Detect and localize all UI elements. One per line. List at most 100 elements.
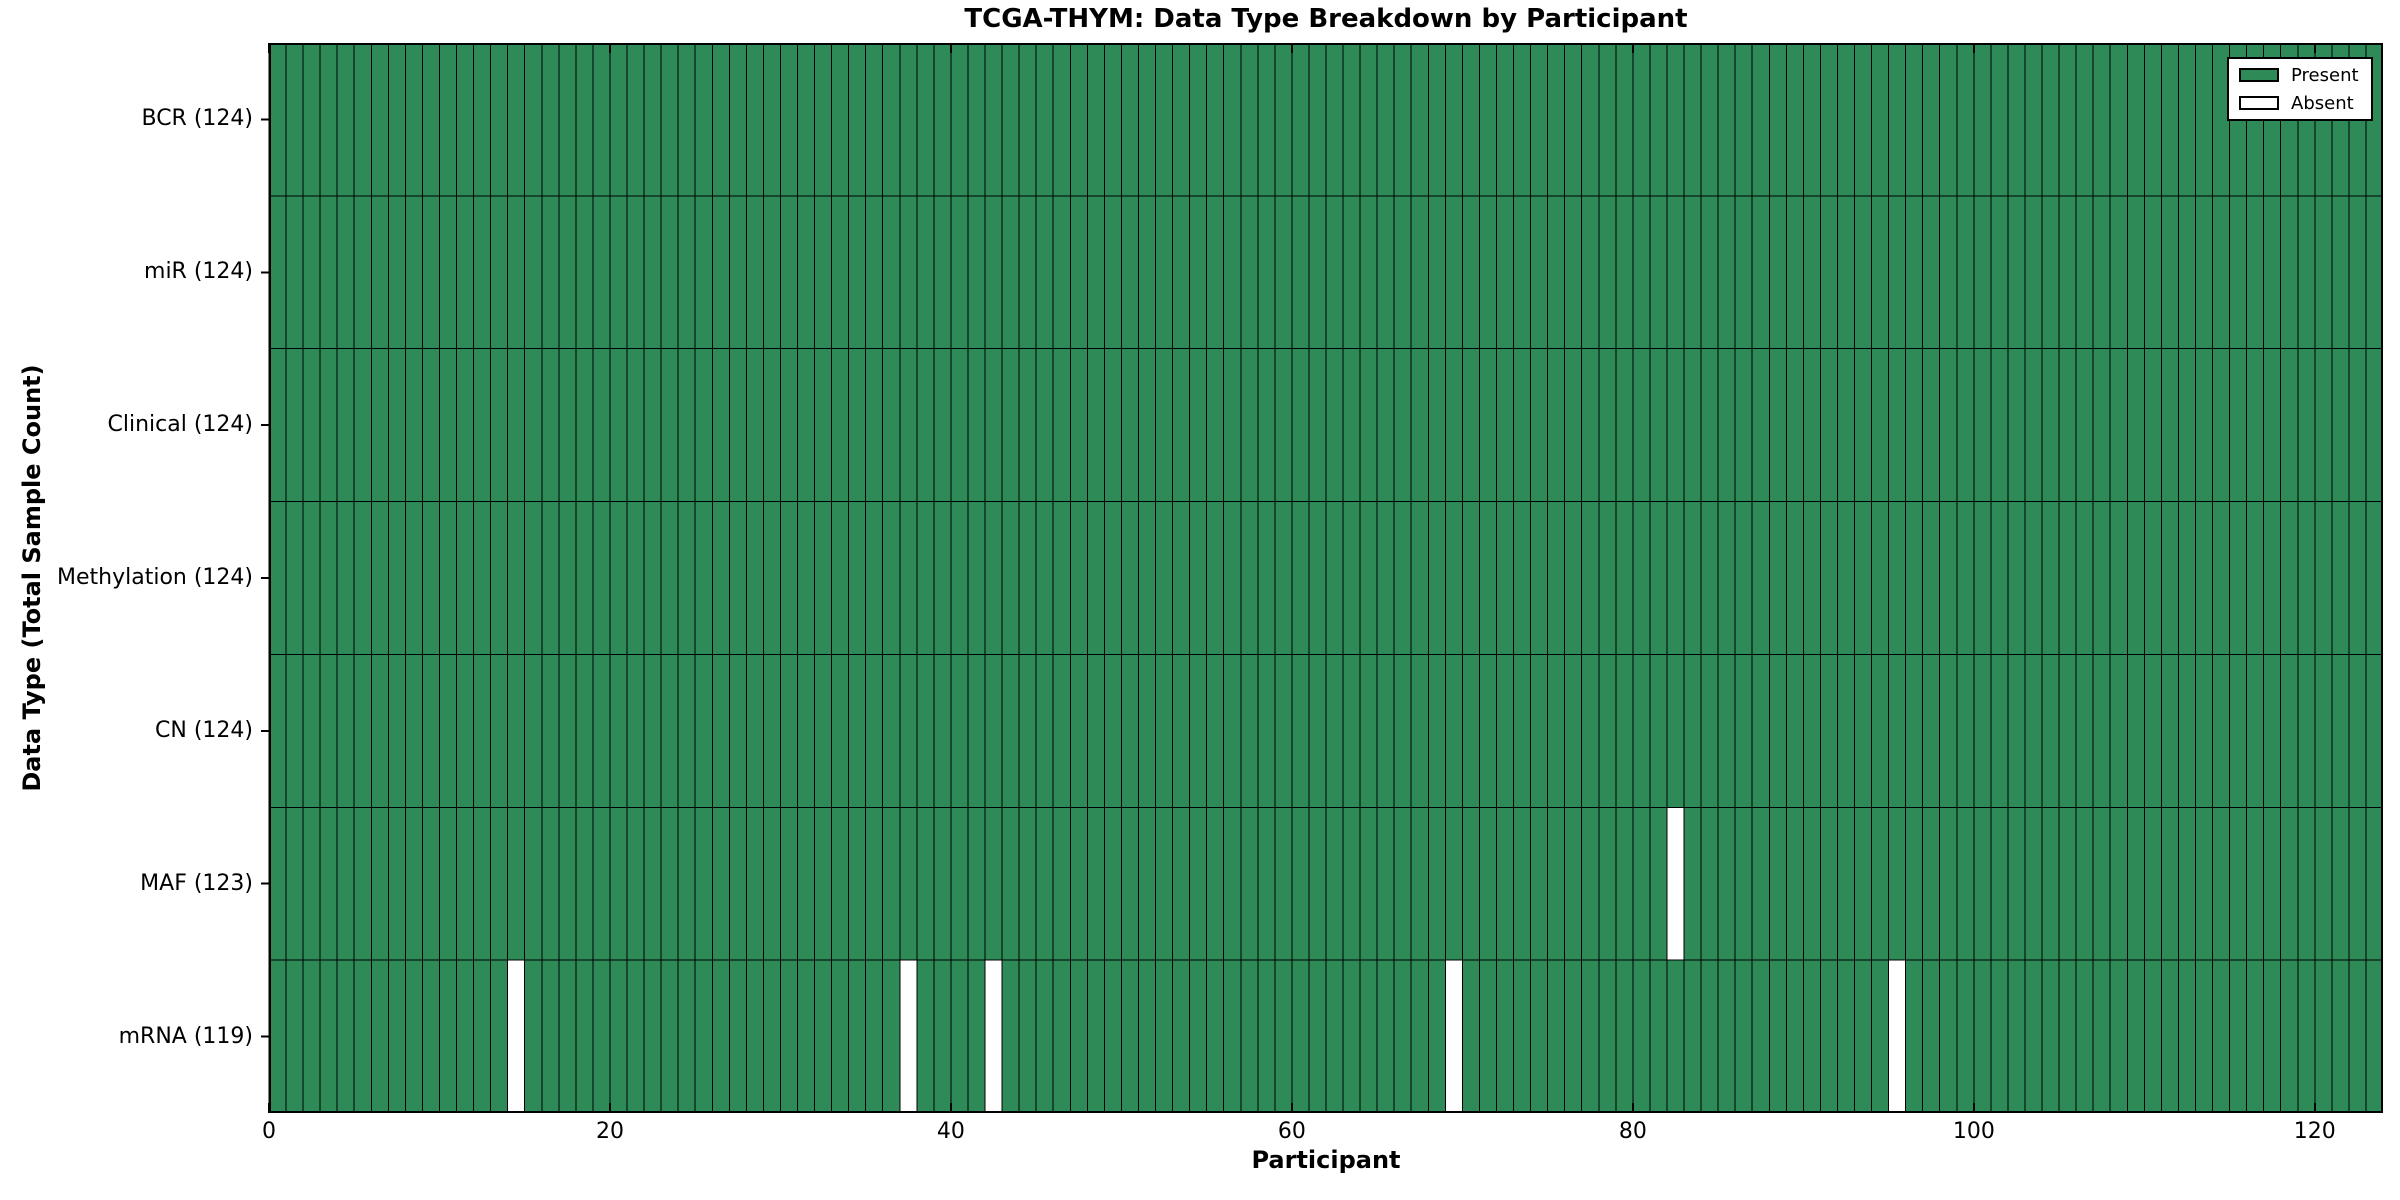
heatmap-cell <box>2007 43 2026 197</box>
heatmap-cell <box>660 501 679 655</box>
heatmap-cell <box>814 348 833 503</box>
heatmap-cell <box>404 806 423 961</box>
heatmap-cell <box>2246 959 2265 1113</box>
heatmap-cell <box>2331 653 2350 808</box>
heatmap-cell <box>1854 43 1873 197</box>
heatmap-cell <box>1905 348 1924 503</box>
heatmap-cell <box>404 653 423 808</box>
heatmap-cell <box>1325 43 1344 197</box>
heatmap-cell <box>268 959 287 1113</box>
heatmap-cell <box>1836 806 1855 961</box>
heatmap-cell <box>336 501 355 655</box>
heatmap-cell <box>2212 653 2231 808</box>
heatmap-cell <box>1700 959 1719 1113</box>
heatmap-cell <box>302 653 321 808</box>
heatmap-cell <box>1461 653 1480 808</box>
heatmap-cell <box>1342 195 1361 350</box>
heatmap-cell <box>490 43 509 197</box>
heatmap-cell <box>1734 501 1753 655</box>
heatmap-cell <box>1666 959 1685 1113</box>
heatmap-cell <box>643 195 662 350</box>
heatmap-cell <box>779 348 799 503</box>
heatmap-cell <box>2212 195 2231 350</box>
heatmap-cell <box>1564 653 1583 808</box>
heatmap-cell <box>1598 43 1617 197</box>
heatmap-cell <box>1666 501 1685 655</box>
heatmap-cell <box>1103 348 1122 503</box>
heatmap-cell <box>2024 195 2043 350</box>
heatmap-cell <box>694 43 713 197</box>
heatmap-cell <box>592 195 611 350</box>
heatmap-cell <box>1547 348 1566 503</box>
heatmap-cell <box>1751 653 1770 808</box>
heatmap-cell <box>2246 806 2265 961</box>
heatmap-cell <box>524 348 543 503</box>
heatmap-cell <box>370 501 389 655</box>
heatmap-cell <box>694 501 713 655</box>
heatmap-cell <box>1342 653 1361 808</box>
heatmap-cell <box>1649 653 1668 808</box>
heatmap-cell <box>745 653 764 808</box>
heatmap-cell <box>285 501 304 655</box>
heatmap-cell <box>1802 501 1821 655</box>
heatmap-cell <box>1393 348 1412 503</box>
heatmap-cell <box>1922 501 1941 655</box>
heatmap-cell <box>2297 348 2316 503</box>
heatmap-cell <box>507 653 526 808</box>
heatmap-cell <box>2331 348 2350 503</box>
heatmap-cell <box>1598 806 1617 961</box>
heatmap-cell <box>1530 43 1549 197</box>
heatmap-cell <box>2143 348 2162 503</box>
heatmap-cell <box>1768 653 1787 808</box>
heatmap-cell <box>1086 653 1105 808</box>
heatmap-cell <box>933 195 952 350</box>
heatmap-cell <box>2126 959 2145 1113</box>
heatmap-cell <box>387 806 406 961</box>
heatmap-cell <box>1717 348 1736 503</box>
heatmap-cell <box>1155 195 1174 350</box>
heatmap-cell <box>353 501 372 655</box>
heatmap-cell <box>387 653 406 808</box>
heatmap-cell <box>1768 195 1787 350</box>
heatmap-cell <box>1359 195 1378 350</box>
heatmap-cell <box>1598 195 1617 350</box>
heatmap-cell <box>490 348 509 503</box>
legend-entry-present: Present <box>2239 65 2361 86</box>
legend-label-absent: Absent <box>2291 92 2354 114</box>
heatmap-cell <box>387 195 406 350</box>
heatmap-cell <box>1410 348 1429 503</box>
heatmap-cell <box>1683 501 1702 655</box>
heatmap-cell <box>1103 501 1122 655</box>
heatmap-cell <box>404 43 423 197</box>
heatmap-cell <box>1069 195 1088 350</box>
heatmap-cell <box>1274 806 1293 961</box>
heatmap-cell <box>1069 653 1088 808</box>
heatmap-cell <box>1836 195 1855 350</box>
heatmap-cell <box>1478 43 1497 197</box>
heatmap-cell <box>848 195 867 350</box>
heatmap-cell <box>848 348 867 503</box>
heatmap-cell <box>1103 43 1122 197</box>
heatmap-cell <box>984 43 1003 197</box>
heatmap-cell <box>1547 195 1566 350</box>
heatmap-cell <box>1717 501 1736 655</box>
heatmap-cell <box>1547 959 1566 1113</box>
heatmap-cell <box>2365 195 2383 350</box>
heatmap-cell <box>848 806 867 961</box>
heatmap-cell <box>2041 959 2060 1113</box>
heatmap-cell <box>1888 348 1907 503</box>
heatmap-cell <box>302 959 321 1113</box>
heatmap-cell <box>1376 195 1395 350</box>
heatmap-cell <box>1513 501 1532 655</box>
heatmap-cell <box>319 501 338 655</box>
heatmap-cell <box>2126 348 2145 503</box>
heatmap-cell <box>609 653 628 808</box>
heatmap-cell <box>1700 348 1719 503</box>
heatmap-cell <box>967 959 986 1113</box>
heatmap-cell <box>1785 806 1804 961</box>
heatmap-cell <box>1103 959 1122 1113</box>
heatmap-cell <box>814 501 833 655</box>
heatmap-cell <box>797 43 816 197</box>
heatmap-cell <box>2365 806 2383 961</box>
